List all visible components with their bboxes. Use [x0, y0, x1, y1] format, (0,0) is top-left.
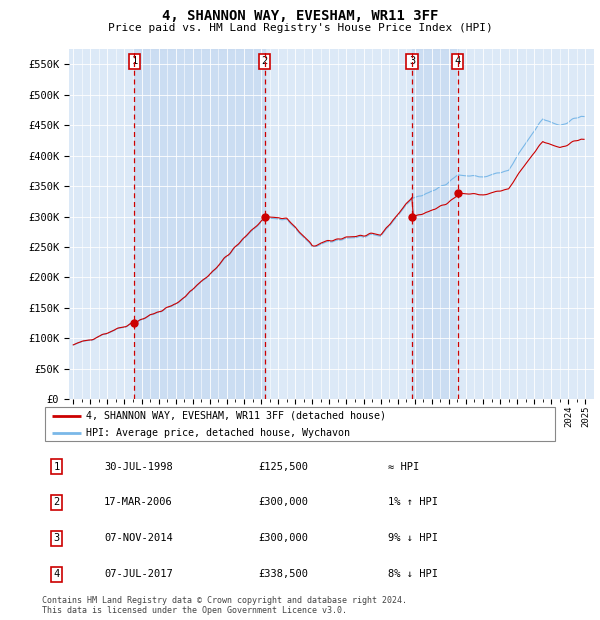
Bar [134, 49, 265, 399]
Bar [412, 49, 458, 399]
Text: 8% ↓ HPI: 8% ↓ HPI [388, 569, 438, 580]
Text: 2: 2 [262, 56, 268, 66]
Text: 1: 1 [53, 461, 59, 472]
Text: 2: 2 [53, 497, 59, 508]
Text: ≈ HPI: ≈ HPI [388, 461, 419, 472]
Text: 07-NOV-2014: 07-NOV-2014 [104, 533, 173, 544]
Text: 4, SHANNON WAY, EVESHAM, WR11 3FF: 4, SHANNON WAY, EVESHAM, WR11 3FF [162, 9, 438, 24]
Text: £338,500: £338,500 [259, 569, 309, 580]
Text: £300,000: £300,000 [259, 497, 309, 508]
Text: 07-JUL-2017: 07-JUL-2017 [104, 569, 173, 580]
Text: Price paid vs. HM Land Registry's House Price Index (HPI): Price paid vs. HM Land Registry's House … [107, 23, 493, 33]
Text: £125,500: £125,500 [259, 461, 309, 472]
Text: £300,000: £300,000 [259, 533, 309, 544]
Text: 3: 3 [53, 533, 59, 544]
Text: Contains HM Land Registry data © Crown copyright and database right 2024.
This d: Contains HM Land Registry data © Crown c… [42, 596, 407, 615]
Text: 17-MAR-2006: 17-MAR-2006 [104, 497, 173, 508]
Text: 9% ↓ HPI: 9% ↓ HPI [388, 533, 438, 544]
Text: 30-JUL-1998: 30-JUL-1998 [104, 461, 173, 472]
Text: 4, SHANNON WAY, EVESHAM, WR11 3FF (detached house): 4, SHANNON WAY, EVESHAM, WR11 3FF (detac… [86, 410, 386, 420]
Text: 4: 4 [53, 569, 59, 580]
Text: 1: 1 [131, 56, 137, 66]
Text: 4: 4 [455, 56, 461, 66]
Text: HPI: Average price, detached house, Wychavon: HPI: Average price, detached house, Wych… [86, 428, 350, 438]
Text: 1% ↑ HPI: 1% ↑ HPI [388, 497, 438, 508]
FancyBboxPatch shape [44, 407, 556, 441]
Text: 3: 3 [409, 56, 415, 66]
